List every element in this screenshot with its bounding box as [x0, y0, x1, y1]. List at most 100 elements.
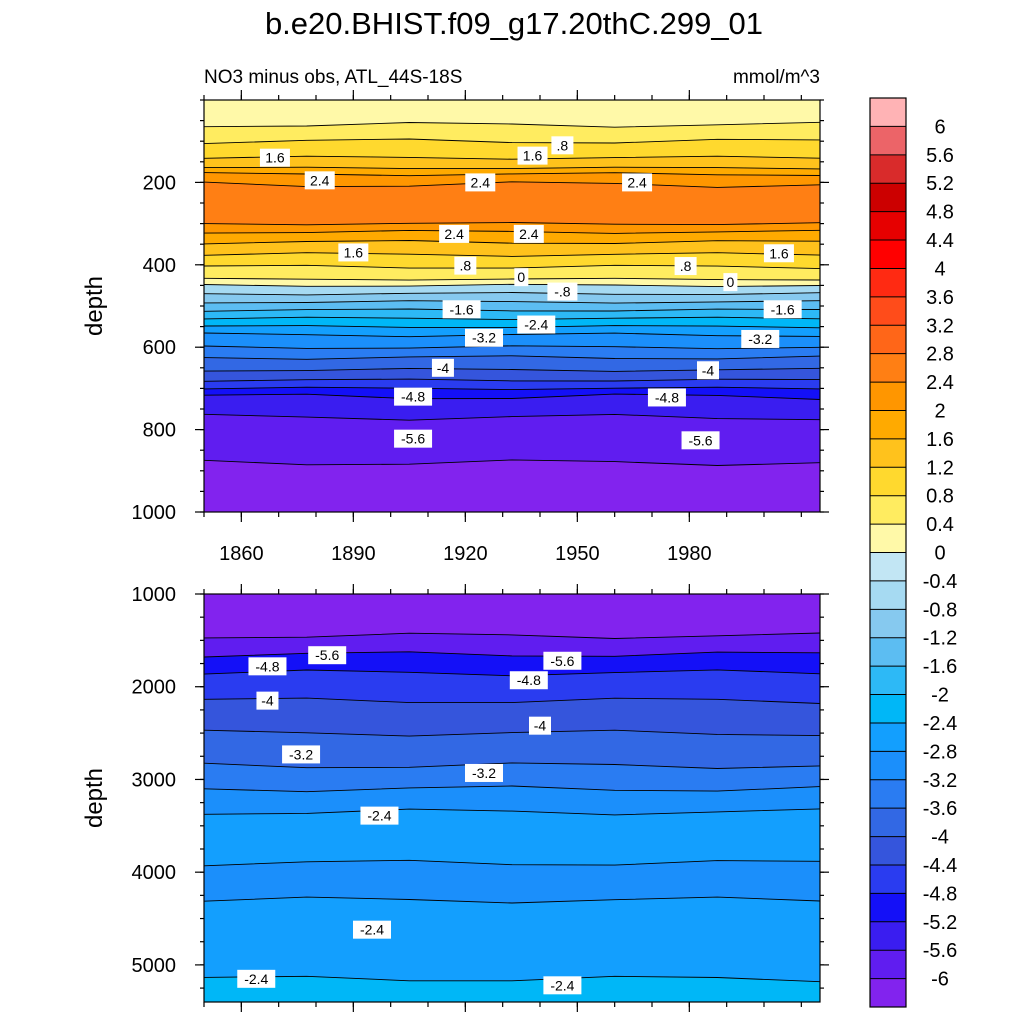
contour-label-bg	[697, 361, 719, 380]
colorbar-swatch	[870, 751, 906, 781]
contour-label-bg	[259, 148, 290, 167]
contour-line	[204, 651, 820, 658]
contour-label: -1.6	[442, 300, 481, 319]
contour-band	[204, 897, 820, 983]
contour-label-text: -5.6	[401, 431, 425, 447]
colorbar-swatch	[870, 580, 906, 610]
contour-label-text: 2.4	[444, 226, 464, 242]
plot-area-upper: 1.6 1.6 .8 2.4 2.4 2.4 2.4 2.4 1.6 1.6 .8 .8 0 0 -.8 -1…	[204, 100, 820, 512]
contour-line	[204, 393, 820, 400]
colorbar-label: 6	[934, 116, 945, 138]
colorbar-swatch	[870, 382, 906, 411]
contour-label: 2.4	[465, 173, 496, 192]
contour-label-text: -3.2	[289, 746, 313, 762]
colorbar-swatch	[870, 722, 906, 752]
colorbar-label: 3.2	[926, 315, 954, 337]
contour-label-text: -4.8	[401, 389, 425, 405]
contour-label: -3.2	[465, 328, 503, 347]
contour-band	[204, 730, 820, 770]
colorbar-label: -2.8	[923, 741, 957, 763]
colorbar-swatch	[870, 524, 906, 553]
contour-label-bg	[442, 300, 481, 319]
contour-band	[204, 100, 820, 129]
contour-label-bg	[547, 282, 578, 301]
contour-label-bg	[551, 136, 574, 155]
contour-label: -4	[431, 358, 454, 377]
colorbar: 6 5.6 5.2 4.8 4.4 4 3.6 3.2 2.8 2.4 2 1.6 1.2 0.8 0.4 0…	[869, 97, 957, 1008]
contour-label-bg	[513, 224, 544, 243]
contour-band	[204, 651, 820, 677]
colorbar-label: 1.6	[926, 429, 954, 451]
plot-area-lower: -5.6 -4.8 -5.6 -4.8 -4 -4 -3.2 -3.2 -2.4 -2.4 -2.4…	[204, 594, 820, 1002]
colorbar-label: -6	[931, 969, 949, 991]
contour-label-bg	[674, 257, 697, 276]
contour-line	[204, 355, 820, 360]
y-tick-label: 1000	[132, 584, 177, 606]
contour-label-text: -4	[702, 362, 715, 378]
contour-label-bg	[647, 388, 686, 407]
contour-line	[204, 808, 820, 816]
contour-line	[204, 155, 820, 160]
contour-line	[204, 222, 820, 226]
contour-label-text: 1.6	[769, 245, 789, 261]
contour-label-bg	[465, 763, 503, 782]
contour-line	[204, 697, 820, 704]
contour-label-text: 0	[727, 274, 735, 290]
contour-label-text: 1.6	[523, 148, 543, 164]
contour-label-bg	[454, 256, 477, 275]
colorbar-label: 0.4	[926, 514, 954, 536]
colorbar-label: -2	[931, 685, 949, 707]
colorbar-label: 2.4	[926, 372, 954, 394]
colorbar-frame	[869, 97, 907, 1008]
contour-label: -3.2	[465, 763, 503, 782]
contour-label: -4.8	[248, 657, 287, 676]
contour-label: .8	[551, 136, 574, 155]
contour-line	[204, 252, 820, 257]
contour-band	[204, 345, 820, 362]
contour-line	[204, 283, 820, 288]
contour-line	[204, 413, 820, 421]
contour-label: -2.4	[237, 969, 276, 988]
contour-band	[204, 139, 820, 162]
colorbar-swatch	[870, 552, 906, 582]
colorbar-label: -0.8	[923, 599, 957, 621]
contour-label-bg	[763, 300, 802, 319]
contour-line	[204, 762, 820, 769]
contour-label: 2.4	[622, 173, 653, 192]
colorbar-label: -4.8	[923, 883, 957, 905]
contour-label-text: 2.4	[471, 174, 491, 190]
contour-label-text: -5.6	[550, 653, 574, 669]
contour-label-bg	[543, 651, 582, 670]
contour-label-text: -4	[437, 360, 450, 376]
colorbar-label: 5.2	[926, 173, 954, 195]
colorbar-swatch	[870, 978, 906, 1008]
chart-units: mmol/m^3	[733, 67, 820, 88]
contour-line	[204, 325, 820, 329]
colorbar-swatch	[870, 836, 906, 866]
colorbar-swatch	[870, 296, 906, 326]
colorbar-label: 4.4	[926, 230, 954, 252]
contour-label-text: .8	[680, 258, 692, 274]
contour-band	[204, 172, 820, 189]
contour-label-bg	[622, 173, 653, 192]
contour-label-text: -5.6	[315, 647, 339, 663]
contour-label-bg	[517, 146, 548, 165]
contour-line	[204, 292, 820, 296]
colorbar-label: 1.2	[926, 457, 954, 479]
contour-label-text: 2.4	[627, 174, 647, 190]
contour-label-text: -4.8	[655, 389, 679, 405]
contour-label-text: 2.4	[519, 226, 539, 242]
contour-label-bg	[237, 969, 276, 988]
colorbar-swatch	[870, 268, 906, 298]
contour-label-bg	[282, 745, 321, 764]
contour-label-bg	[514, 268, 529, 287]
y-tick-label: 3000	[132, 769, 177, 791]
contour-label-bg	[394, 429, 433, 448]
contour-label: -.8	[547, 282, 578, 301]
contour-label-bg	[543, 976, 582, 995]
colorbar-label: 2	[934, 400, 945, 422]
contour-label-bg	[439, 224, 470, 243]
y-tick-label: 600	[143, 337, 176, 359]
x-tick-label: 1890	[331, 543, 376, 565]
